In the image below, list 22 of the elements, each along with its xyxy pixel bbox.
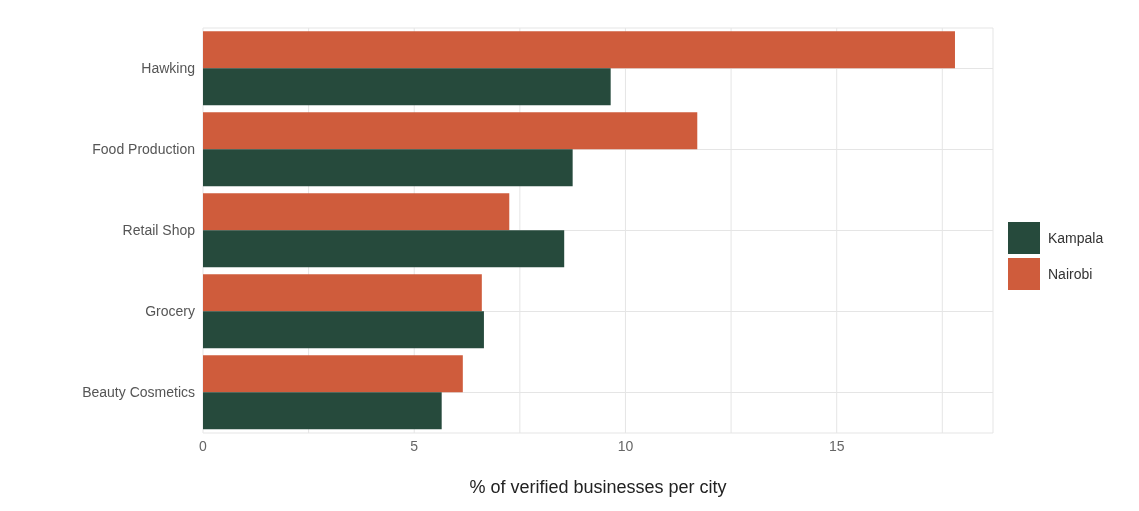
bar <box>203 355 463 393</box>
bar <box>203 193 510 231</box>
bar <box>203 311 484 349</box>
bar <box>203 274 482 312</box>
x-tick-label: 0 <box>199 437 208 454</box>
legend-label: Kampala <box>1048 229 1104 246</box>
bar <box>203 68 611 106</box>
y-tick-label: Beauty Cosmetics <box>82 384 195 401</box>
x-tick-label: 15 <box>828 437 845 454</box>
y-tick-label: Retail Shop <box>122 222 196 239</box>
bar <box>203 31 955 69</box>
legend-label: Nairobi <box>1048 265 1093 282</box>
y-tick-label: Grocery <box>145 303 195 320</box>
bar <box>203 230 565 268</box>
y-tick-label: Food Production <box>92 141 195 158</box>
bar <box>203 149 573 187</box>
x-tick-label: 5 <box>410 437 419 454</box>
bar <box>203 112 698 150</box>
x-axis-title: % of verified businesses per city <box>469 477 727 497</box>
x-tick-label: 10 <box>617 437 634 454</box>
y-tick-label: Hawking <box>141 60 195 77</box>
bar <box>203 392 442 430</box>
